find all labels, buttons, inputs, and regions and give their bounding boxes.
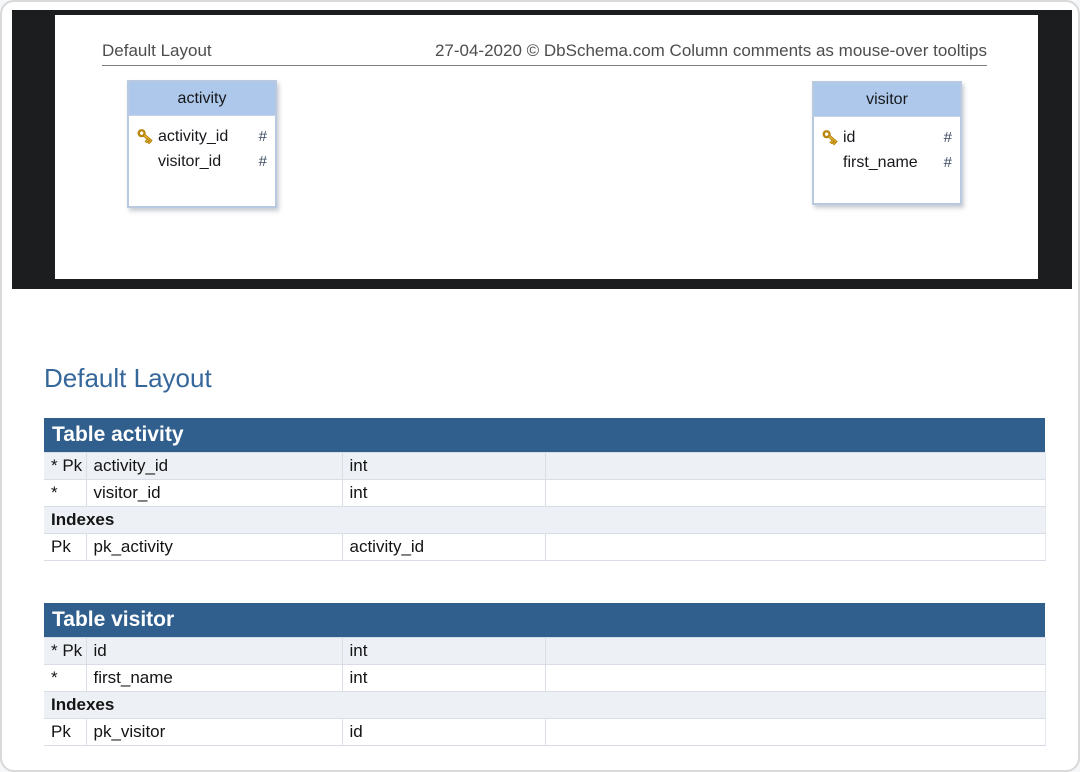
entity-column-name: id (843, 128, 856, 146)
column-name-cell: activity_id (85, 452, 343, 480)
column-comment-cell (544, 452, 1046, 480)
entity-column-name: first_name (843, 153, 918, 171)
index-name-cell: pk_visitor (85, 718, 343, 746)
schema-table-visitor: Table visitor * Pk id int * first_name i… (44, 603, 1046, 746)
column-flag-cell: * (44, 664, 87, 692)
primary-key-icon (137, 128, 156, 145)
table-title: Table activity (44, 418, 1045, 453)
entity-column-name: visitor_id (158, 152, 222, 170)
primary-key-icon (822, 129, 841, 146)
entity-column-row: visitor_id # (129, 149, 275, 174)
index-columns-cell: id (341, 718, 546, 746)
index-row: Pk pk_activity activity_id (44, 533, 1046, 561)
indexes-label: Indexes (44, 506, 1046, 534)
index-row: Pk pk_visitor id (44, 718, 1046, 746)
entity-column-row: activity_id # (129, 124, 275, 149)
column-flag-cell: * Pk (44, 452, 87, 480)
column-type-cell: int (341, 479, 546, 507)
diagram-header: Default Layout 27-04-2020 © DbSchema.com… (102, 41, 987, 66)
entity-column-row: id # (814, 125, 960, 150)
index-comment-cell (544, 718, 1046, 746)
column-comment-cell (544, 664, 1046, 692)
column-name-cell: visitor_id (85, 479, 343, 507)
entity-title: visitor (814, 83, 960, 117)
diagram-layout-title: Default Layout (102, 41, 212, 60)
indexes-label: Indexes (44, 691, 1046, 719)
entity-box-activity[interactable]: activity (127, 80, 277, 208)
table-title: Table visitor (44, 603, 1046, 638)
table-row: * visitor_id int (44, 479, 1046, 507)
diagram-panel: Default Layout 27-04-2020 © DbSchema.com… (12, 10, 1072, 289)
column-name-cell: id (85, 637, 343, 665)
page-title: Default Layout (44, 363, 212, 393)
entity-box-visitor[interactable]: visitor (812, 81, 962, 205)
numeric-type-indicator: # (943, 129, 952, 146)
diagram-canvas: Default Layout 27-04-2020 © DbSchema.com… (55, 15, 1038, 279)
column-type-cell: int (341, 452, 546, 480)
column-type-cell: int (341, 637, 546, 665)
schema-table-activity: Table activity * Pk activity_id int * vi… (44, 418, 1046, 561)
table-row: * Pk activity_id int (44, 452, 1046, 480)
entity-column-name: activity_id (158, 127, 229, 145)
entity-body: id # first_name # (814, 117, 960, 175)
entity-column-row: first_name # (814, 150, 960, 175)
numeric-type-indicator: # (258, 128, 267, 145)
indexes-section-row: Indexes (44, 691, 1046, 719)
index-kind-cell: Pk (44, 533, 87, 561)
index-name-cell: pk_activity (85, 533, 343, 561)
column-name-cell: first_name (85, 664, 343, 692)
entity-body: activity_id # visitor_id # (129, 116, 275, 174)
indexes-section-row: Indexes (44, 506, 1046, 534)
column-flag-cell: * (44, 479, 87, 507)
numeric-type-indicator: # (258, 153, 267, 170)
entity-title: activity (129, 82, 275, 116)
key-icon-placeholder (137, 153, 156, 170)
key-icon-placeholder (822, 154, 841, 171)
column-flag-cell: * Pk (44, 637, 87, 665)
table-row: * Pk id int (44, 637, 1046, 665)
diagram-meta-text: 27-04-2020 © DbSchema.com Column comment… (434, 41, 987, 60)
column-type-cell: int (341, 664, 546, 692)
index-kind-cell: Pk (44, 718, 87, 746)
table-row: * first_name int (44, 664, 1046, 692)
column-comment-cell (544, 637, 1046, 665)
column-comment-cell (544, 479, 1046, 507)
index-columns-cell: activity_id (341, 533, 546, 561)
index-comment-cell (544, 533, 1046, 561)
numeric-type-indicator: # (943, 154, 952, 171)
